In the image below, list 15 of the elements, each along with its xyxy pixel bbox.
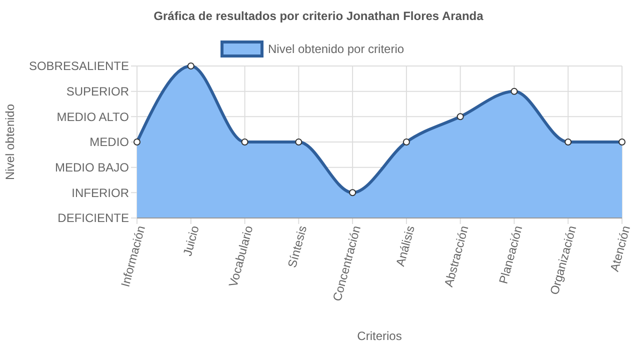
text: SOBRESALIENTE	[28, 59, 129, 74]
text: MEDIO ALTO	[56, 110, 129, 124]
chart-title: Gráfica de resultados por criterio Jonathan Flores Aranda	[154, 9, 484, 23]
x-tick-label: Juicio	[180, 224, 202, 258]
text: SUPERIOR	[66, 84, 130, 99]
text: MEDIO	[90, 135, 129, 150]
text: MEDIO BAJO	[54, 160, 129, 175]
text: Nivel obtenido	[3, 104, 17, 180]
x-tick-label: Atención	[607, 224, 633, 273]
x-axis-title: Criterios	[357, 329, 402, 343]
x-tick-label: Análisis	[393, 224, 418, 268]
text: DEFICIENTE	[58, 211, 129, 226]
x-tick-label: Síntesis	[285, 224, 310, 270]
legend-label: Nivel obtenido por criterio	[268, 42, 404, 56]
text: INFERIOR	[72, 186, 130, 200]
